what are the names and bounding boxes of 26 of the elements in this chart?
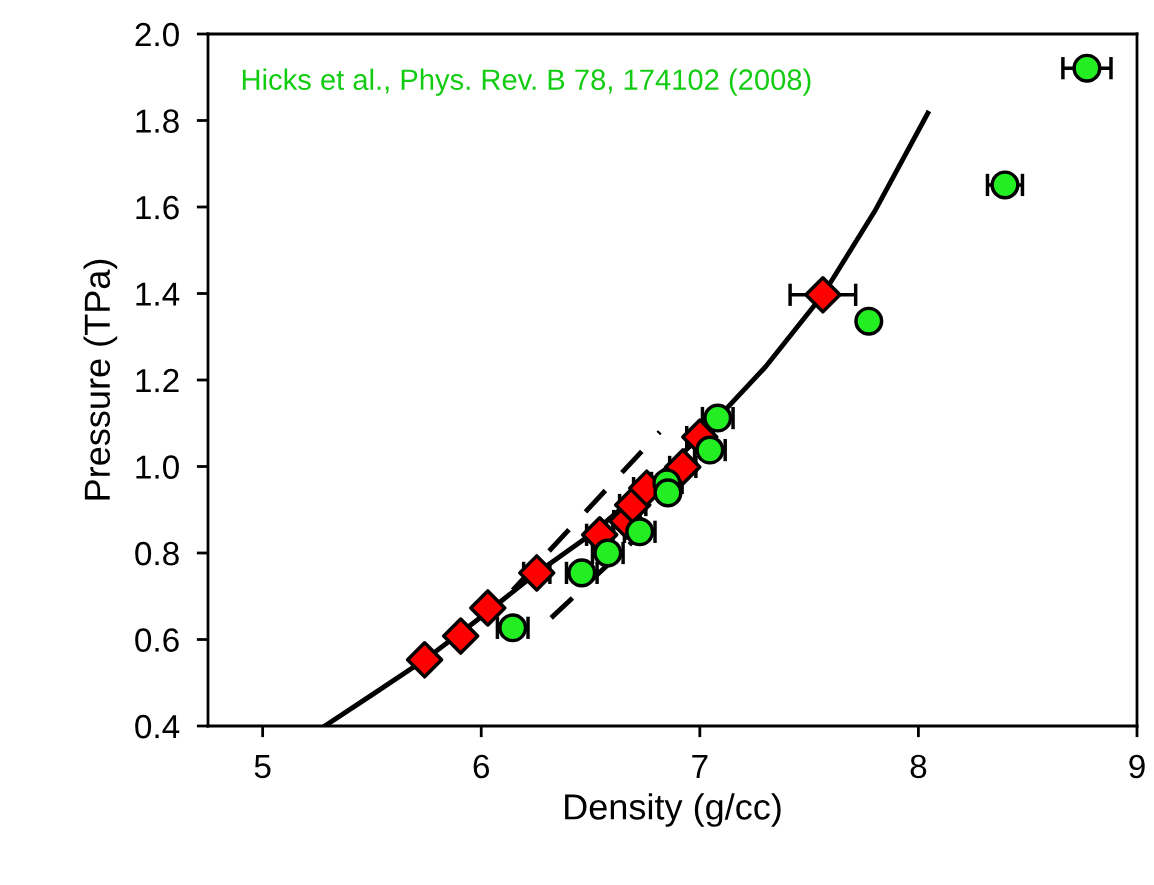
y-tick-label: 1.0	[136, 455, 179, 479]
y-tick-label: 0.4	[135, 714, 180, 739]
point	[441, 617, 480, 655]
point	[469, 589, 507, 627]
x-tick-label: 5	[254, 755, 271, 779]
y-tick-label: 1.4	[136, 282, 180, 306]
point	[518, 554, 556, 592]
y-tick-label: 2.0	[135, 22, 179, 47]
y-tick-label: 1.8	[136, 109, 179, 133]
point	[1072, 53, 1102, 83]
y-tick-label: 0.8	[135, 541, 179, 566]
x-axis-title: Density (g/cc)	[565, 793, 781, 827]
x-tick-label: 8	[910, 754, 927, 779]
x-tick-label: 7	[692, 755, 708, 778]
y-tick-label: 1.6	[136, 195, 179, 220]
point	[804, 276, 842, 314]
y-tick-label: 1.2	[136, 368, 179, 393]
y-axis-title: Pressure (TPa)	[83, 259, 118, 500]
x-tick-label: 6	[473, 754, 490, 779]
x-tick-label: 9	[1129, 754, 1145, 779]
point	[854, 306, 884, 336]
point	[664, 448, 702, 486]
point	[405, 641, 444, 679]
point	[653, 478, 683, 508]
y-tick-label: 0.6	[135, 628, 179, 652]
annotation: Hicks et al., Phys. Rev. B 78, 174102 (2008)	[242, 68, 811, 96]
